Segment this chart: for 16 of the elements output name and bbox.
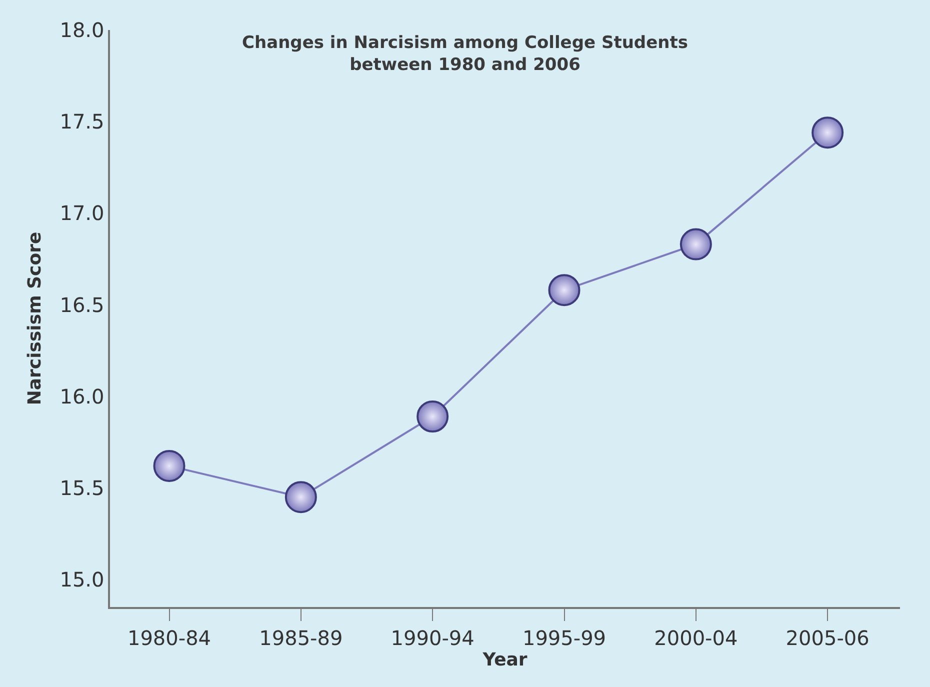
y-axis-title: Narcissism Score xyxy=(24,232,46,406)
text: Changes in Narcisism among College Students between 1980 and 2006 xyxy=(242,33,688,76)
x-tick-label: 1990-94 xyxy=(390,626,474,650)
x-tick-label: 2000-04 xyxy=(654,626,738,650)
y-tick-label: 16.0 xyxy=(60,384,104,408)
x-tick-label: 1995-99 xyxy=(522,626,606,650)
x-tick-label: 2005-06 xyxy=(786,626,870,650)
y-tick-label: 16.5 xyxy=(60,292,104,317)
x-axis-title: Year xyxy=(482,650,528,671)
y-tick-label: 15.5 xyxy=(60,476,104,500)
x-tick-label: 1980-84 xyxy=(127,626,212,650)
y-tick-label: 17.5 xyxy=(60,110,104,134)
y-tick-label: 18.0 xyxy=(60,18,104,42)
x-tick-label: 1985-89 xyxy=(259,626,343,650)
y-tick-label: 17.0 xyxy=(60,201,104,226)
y-tick-label: 15.0 xyxy=(60,568,104,592)
